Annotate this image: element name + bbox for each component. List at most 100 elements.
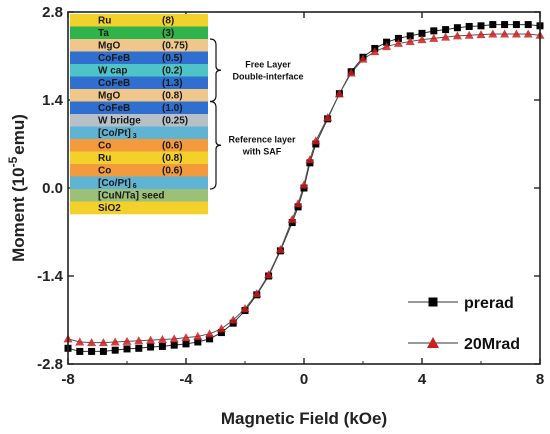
stack-layer-row: Ta (3) (70, 26, 208, 40)
stack-layer-band (70, 89, 208, 102)
stack-layer-band (70, 114, 208, 127)
20Mrad-point (293, 199, 303, 208)
stack-layer-thickness: (0.75) (162, 41, 188, 52)
stack-layer-thickness: (0.6) (162, 141, 183, 152)
20Mrad-point (240, 304, 250, 313)
stack-layer-row: W cap (0.2) (70, 64, 208, 77)
prerad-point (477, 22, 485, 30)
20Mrad-point (305, 155, 315, 164)
stack-layer-row: W bridge (0.25) (70, 114, 208, 127)
20Mrad-point (205, 329, 215, 338)
legend-entry-20Mrad: 20Mrad (408, 336, 520, 353)
20Mrad-point (75, 337, 85, 346)
stack-layer-band (70, 201, 208, 215)
20Mrad-point (157, 334, 167, 343)
20Mrad-point (370, 47, 380, 56)
prerad-point (88, 347, 96, 355)
prerad-point (147, 343, 155, 351)
stack-layer-row: [Co/Pt] 6 (70, 176, 208, 190)
stack-layer-name: [CuN/Ta] seed (98, 191, 165, 202)
stack-layer-band (70, 51, 208, 65)
stack-layer-band (70, 151, 208, 165)
20Mrad-point (500, 29, 510, 38)
y-tick-label: -1.4 (37, 268, 64, 285)
prerad-point (170, 341, 178, 349)
20Mrad-point (264, 270, 274, 279)
layer-stack-inset: Ru (8)Ta (3)MgO (0.75)CoFeB (0.5)W cap (0.2)C… (70, 14, 304, 215)
stack-layer-band (70, 39, 208, 52)
prerad-point (123, 345, 131, 353)
stack-layer-name: Ta (98, 28, 109, 39)
legend-marker (428, 297, 438, 307)
stack-layer-repeat: 6 (131, 183, 137, 190)
20Mrad-point (346, 68, 356, 77)
20Mrad-point (275, 245, 285, 254)
stack-layer-name: W cap (98, 66, 127, 77)
20Mrad-point (181, 333, 191, 342)
20Mrad-point (382, 42, 392, 51)
stack-layer-name: SiO2 (98, 203, 121, 214)
stack-layer-row: Co (0.6) (70, 164, 208, 177)
prerad-point (442, 26, 450, 34)
stack-layer-thickness: (0.5) (162, 53, 183, 64)
20Mrad-point (358, 54, 368, 63)
prerad-point (394, 34, 402, 42)
stack-layer-thickness: (3) (162, 28, 174, 39)
prerad-point (465, 22, 473, 30)
stack-bracket (209, 38, 222, 103)
stack-layer-band (70, 26, 208, 40)
prerad-point (194, 338, 202, 346)
stack-layer-band (70, 176, 208, 190)
legend-marker (427, 337, 439, 348)
20Mrad-point (169, 334, 179, 343)
prerad-point (501, 21, 509, 29)
stack-layer-row: Co (0.6) (70, 139, 208, 152)
stack-layer-thickness: (1.0) (162, 103, 183, 114)
stack-layer-thickness: (0.8) (162, 153, 183, 164)
stack-layer-name: Ru (98, 153, 111, 164)
prerad-point (217, 329, 225, 337)
20Mrad-point (405, 37, 415, 46)
20Mrad-point (287, 214, 297, 223)
stack-layer-name: CoFeB (98, 78, 130, 89)
stack-layer-thickness: (0.6) (162, 166, 183, 177)
stack-layer-band (70, 139, 208, 152)
20Mrad-point (323, 113, 333, 122)
20Mrad-point (488, 29, 498, 38)
20Mrad-point (110, 337, 120, 346)
x-tick-label: 4 (418, 371, 427, 388)
stack-layer-row: MgO (0.75) (70, 39, 208, 52)
prerad-point (99, 347, 107, 355)
reference-layer-sublabel: with SAF (242, 146, 282, 156)
stack-layer-band (70, 64, 208, 77)
y-tick-label: -2.8 (37, 356, 63, 373)
stack-layer-row: MgO (0.8) (70, 89, 208, 102)
stack-layer-thickness: (1.3) (162, 78, 183, 89)
20Mrad-point (299, 180, 309, 189)
y-axis-title-prefix: Moment (10 (9, 167, 28, 261)
prerad-point (111, 346, 119, 354)
20Mrad-point (252, 289, 262, 298)
20Mrad-point (122, 336, 132, 345)
reference-layer-label: Reference layer (228, 134, 296, 144)
y-tick-label: 1.4 (42, 92, 64, 109)
free-layer-label: Free Layer (245, 59, 291, 69)
prerad-point (453, 24, 461, 32)
stack-layer-thickness: (0.8) (162, 91, 183, 102)
20Mrad-point (311, 136, 321, 145)
20Mrad-point (87, 338, 97, 347)
stack-layer-row: SiO2 (70, 201, 208, 215)
stack-layer-row: CoFeB (0.5) (70, 51, 208, 65)
prerad-point (489, 21, 497, 29)
20Mrad-point (193, 331, 203, 340)
stack-layer-row: [Co/Pt] 3 (70, 126, 208, 140)
20Mrad-point (393, 38, 403, 47)
20Mrad-point (228, 315, 238, 324)
20Mrad-point (216, 324, 226, 333)
stack-layer-name: Ru (98, 16, 111, 27)
y-axis-title-suffix: emu) (9, 114, 28, 155)
stack-layer-name: MgO (98, 91, 120, 102)
stack-layer-name: Co (98, 166, 111, 177)
x-tick-label: -8 (61, 371, 74, 388)
y-tick-label: 0.0 (42, 180, 63, 197)
